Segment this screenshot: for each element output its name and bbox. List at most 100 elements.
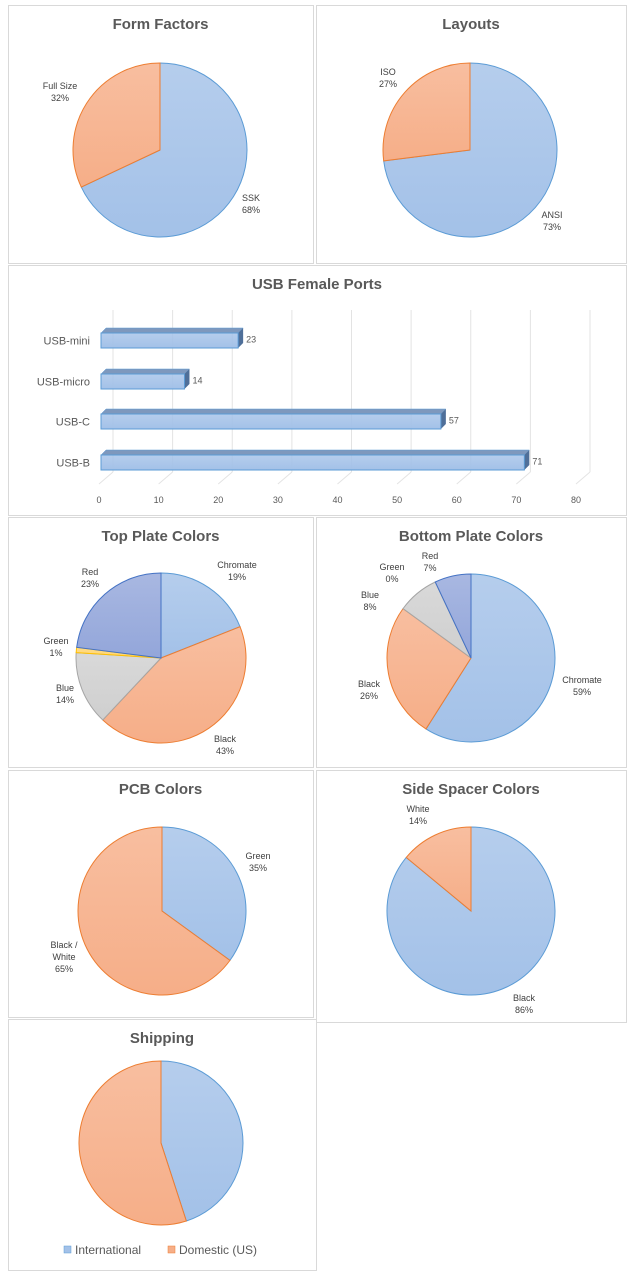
data-label: Green 35%	[245, 851, 270, 873]
y-category-label: USB-micro	[37, 377, 90, 389]
pie-slice-black	[386, 607, 472, 730]
chart-title: USB Female Ports	[252, 276, 382, 293]
data-label: Blue 14%	[56, 683, 74, 705]
chart-pcb-colors: PCB Colors Green 35% Black / White 65%	[8, 770, 314, 1018]
data-label-category: Chromate	[562, 675, 602, 685]
gridline-floor	[277, 471, 293, 485]
data-label: White 14%	[406, 804, 429, 826]
data-label: Chromate 19%	[217, 560, 257, 582]
x-tick-label: 20	[213, 495, 223, 505]
bar-top	[100, 327, 244, 334]
bar-data-label: 71	[532, 457, 542, 467]
data-label: Green 1%	[43, 636, 68, 658]
data-label: Chromate 59%	[562, 675, 602, 697]
pie-slice-red	[434, 573, 472, 659]
pie-slice-domestic-us-	[78, 1060, 187, 1226]
y-category-label: USB-mini	[44, 336, 90, 348]
x-tick-label: 30	[273, 495, 283, 505]
pie-slice-black	[102, 626, 247, 744]
data-label: Black 43%	[214, 734, 237, 756]
legend-label: Domestic (US)	[179, 1243, 257, 1257]
data-label-value: 43%	[216, 746, 234, 756]
data-label-category: White	[52, 952, 75, 962]
data-label-category: ISO	[380, 67, 396, 77]
data-label-category: Full Size	[43, 81, 78, 91]
data-label-value: 8%	[363, 602, 376, 612]
pie-slice-red	[76, 572, 162, 659]
data-label: Black / White 65%	[50, 940, 78, 974]
bar-usb-micro	[100, 373, 185, 390]
chart-title: Layouts	[442, 16, 500, 33]
data-label-value: 7%	[423, 563, 436, 573]
legend-swatch	[63, 1245, 72, 1254]
bar-side	[238, 328, 244, 348]
data-label: Black 26%	[358, 679, 381, 701]
chart-top-plate-colors: Top Plate Colors Chromate 19% Black 43% Blue 1…	[8, 517, 314, 768]
data-label-value: 32%	[51, 93, 69, 103]
data-label-value: 73%	[543, 222, 561, 232]
data-label-value: 26%	[360, 691, 378, 701]
chart-title: Form Factors	[113, 16, 209, 33]
data-label: ANSI 73%	[541, 210, 562, 232]
bar-top	[100, 408, 447, 415]
pie-slice-iso	[382, 62, 471, 162]
gridline-floor	[337, 471, 352, 485]
data-label: SSK 68%	[242, 193, 260, 215]
chart-side-spacer-colors: Side Spacer Colors Black 86% White 14%	[316, 770, 627, 1023]
pie-slice-chromate	[160, 572, 241, 659]
pie-slice-ssk	[80, 62, 248, 238]
data-label: ISO 27%	[379, 67, 397, 89]
chart-shipping: Shipping International Domestic (US)	[8, 1019, 317, 1271]
y-category-label: USB-B	[56, 458, 90, 470]
chart-title: Top Plate Colors	[101, 528, 219, 545]
pie-slice-international	[160, 1060, 244, 1222]
data-label: Red 23%	[81, 567, 99, 589]
gridline-floor	[456, 471, 472, 485]
data-label-value: 14%	[56, 695, 74, 705]
x-tick-label: 10	[154, 495, 164, 505]
legend: International Domestic (US)	[63, 1243, 257, 1257]
bar-side	[184, 369, 190, 389]
bar-usb-b	[100, 454, 525, 471]
data-label-value: 27%	[379, 79, 397, 89]
data-label-category: Blue	[56, 683, 74, 693]
data-label-value: 14%	[409, 816, 427, 826]
data-label-category: ANSI	[541, 210, 562, 220]
x-tick-label: 40	[332, 495, 342, 505]
pie-slice-chromate	[425, 573, 556, 743]
bar-top	[100, 449, 530, 456]
pie-slice-green	[161, 826, 247, 962]
gridline-floor	[98, 471, 114, 485]
data-label-value: 65%	[55, 964, 73, 974]
chart-layouts: Layouts ANSI 73% ISO 27%	[316, 5, 627, 264]
bar-data-label: 14	[192, 376, 202, 386]
gridline-floor	[516, 471, 531, 485]
data-label-value: 19%	[228, 572, 246, 582]
gridline-floor	[158, 471, 173, 485]
data-label-category: Green	[43, 636, 68, 646]
x-tick-label: 0	[96, 495, 101, 505]
x-tick-label: 50	[392, 495, 402, 505]
pie-slice-full-size	[72, 62, 161, 188]
pie-slice-white	[405, 826, 472, 913]
data-label-value: 35%	[249, 863, 267, 873]
data-label-category: Red	[82, 567, 99, 577]
gridline-floor	[396, 471, 412, 485]
data-label-category: Chromate	[217, 560, 257, 570]
data-label-category: Green	[245, 851, 270, 861]
legend-label: International	[75, 1243, 141, 1257]
chart-panel	[8, 265, 627, 516]
data-label-value: 1%	[49, 648, 62, 658]
bar-data-label: 23	[246, 335, 256, 345]
y-category-label: USB-C	[56, 417, 90, 429]
x-tick-label: 80	[571, 495, 581, 505]
data-label-category: White	[406, 804, 429, 814]
chart-title: Bottom Plate Colors	[399, 528, 543, 545]
data-label-category: Black /	[50, 940, 78, 950]
data-label: Black 86%	[513, 993, 536, 1015]
data-label: Red 7%	[422, 551, 439, 573]
pie-slice-blue	[75, 652, 163, 721]
bar-side	[524, 450, 530, 470]
